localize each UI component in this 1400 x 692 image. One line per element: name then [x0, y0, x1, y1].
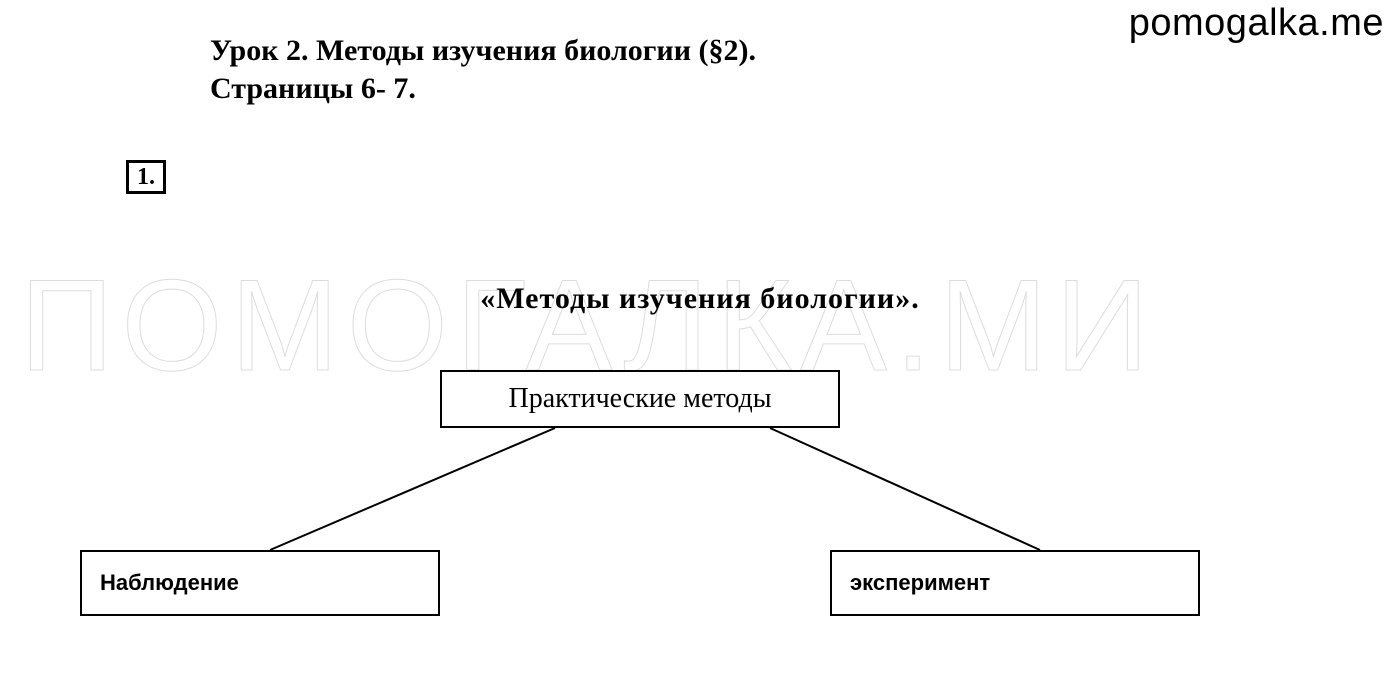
node-leaf-left: Наблюдение: [80, 550, 440, 616]
node-leaf-right-label: эксперимент: [850, 570, 990, 596]
node-root: Практические методы: [440, 370, 840, 428]
edge-root-left: [270, 428, 555, 550]
tree-diagram: Практические методы Наблюдение экспериме…: [0, 370, 1400, 690]
diagram-title: «Методы изучения биологии».: [0, 282, 1400, 316]
heading-line-2: Страницы 6- 7.: [210, 70, 756, 108]
node-leaf-right: эксперимент: [830, 550, 1200, 616]
heading-line-1: Урок 2. Методы изучения биологии (§2).: [210, 32, 756, 70]
watermark-top-right: pomogalka.me: [1129, 2, 1384, 45]
lesson-heading: Урок 2. Методы изучения биологии (§2). С…: [210, 32, 756, 107]
task-number-box: 1.: [126, 160, 166, 194]
node-root-label: Практические методы: [508, 383, 771, 415]
node-leaf-left-label: Наблюдение: [100, 570, 239, 596]
edge-root-right: [770, 428, 1040, 550]
